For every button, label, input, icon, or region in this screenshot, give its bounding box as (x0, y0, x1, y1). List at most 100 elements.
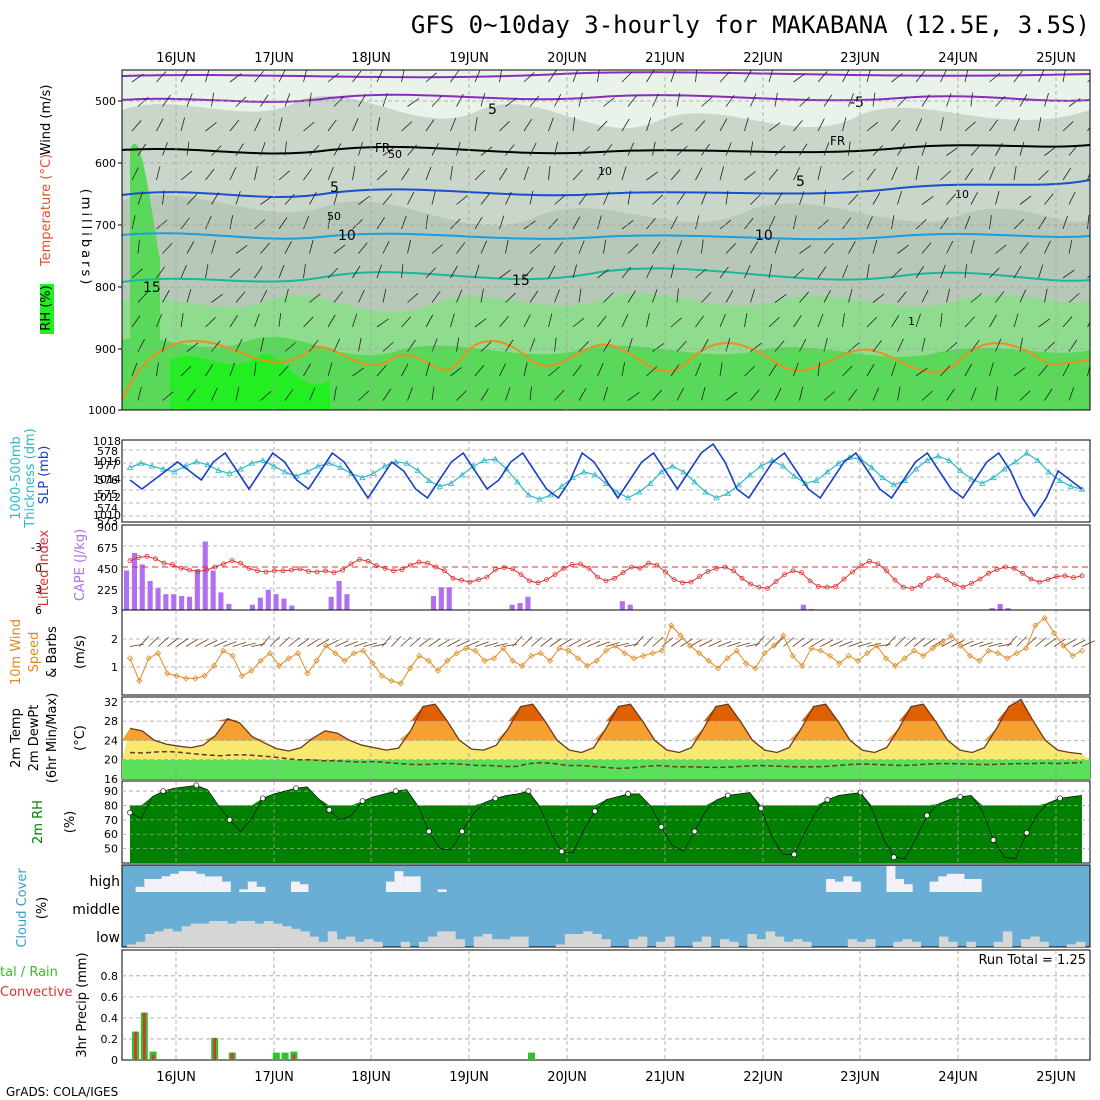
upper-wind-barb (1038, 365, 1048, 377)
wind-marker (313, 657, 320, 664)
upper-wind-barb (505, 387, 511, 401)
lifted-marker (1071, 575, 1076, 581)
thickness-marker (270, 462, 278, 469)
upper-wind-barb (597, 269, 609, 279)
wind-barb (1016, 636, 1027, 647)
upper-wind-barb (768, 70, 774, 83)
upper-wind-barb (529, 142, 537, 156)
upper-wind-barb (964, 168, 974, 181)
wind-barb (447, 639, 460, 647)
lifted-marker (595, 574, 600, 580)
upper-wind-barb (915, 219, 927, 230)
wind-barb (979, 642, 993, 647)
upper-wind-barb (480, 288, 484, 303)
wind-marker (154, 650, 162, 657)
upper-wind-barb (499, 363, 506, 377)
rh-fill-green-left (130, 143, 160, 410)
lifted-marker (263, 569, 269, 575)
upper-ylabel-millibars: (millibars) (78, 189, 93, 288)
precip-convective-bar (231, 1052, 234, 1060)
wind-marker (500, 645, 507, 652)
cloud-low-bar (574, 934, 584, 947)
cape-bar (265, 589, 271, 610)
upper-wind-barb (162, 242, 173, 254)
cloud-ylabel-unit: (%) (35, 897, 50, 920)
wind-marker (1050, 630, 1058, 637)
wind-barb (755, 635, 765, 647)
upper-wind-barb (352, 218, 363, 230)
upper-wind-barb (744, 265, 751, 279)
wind-marker (602, 647, 610, 654)
cloud-high-bar (946, 873, 956, 892)
upper-wind-barb (303, 121, 315, 132)
wind-barb (531, 636, 543, 647)
contour-label-minus5-a: 5 (488, 102, 497, 118)
wind-barb (848, 641, 863, 647)
upper-wind-barb (376, 217, 385, 230)
upper-wind-barb (597, 167, 605, 181)
lifted-marker (127, 558, 133, 564)
upper-wind-barb (425, 267, 436, 279)
cloud-low-bar (145, 934, 155, 947)
slp-series (129, 442, 1083, 518)
upper-wind-barb (1038, 264, 1044, 279)
upper-wind-barb (670, 169, 681, 181)
upper-wind-barb (284, 141, 287, 156)
wind-barb (297, 637, 310, 647)
upper-wind-barb (995, 386, 999, 401)
upper-wind-barb (597, 315, 607, 328)
upper-wind-barb (1087, 126, 1090, 132)
wind-marker (1032, 622, 1039, 629)
upper-wind-barb (572, 364, 582, 377)
wind-marker (556, 645, 563, 652)
wind-marker (677, 632, 684, 639)
upper-wind-barb (480, 388, 489, 401)
lifted-marker (518, 572, 524, 577)
wind-marker (388, 677, 395, 684)
cloud-low-bar (154, 931, 164, 947)
upper-wind-barb (382, 288, 387, 303)
rh-marker (758, 805, 764, 812)
wind-marker (565, 647, 572, 654)
dewpoint-series (129, 750, 1083, 770)
lifted-marker (977, 576, 983, 582)
bottom-date-label: 22JUN (743, 1070, 783, 1085)
lifted-marker (314, 569, 320, 575)
upper-wind-barb (156, 118, 164, 132)
wind-barb (801, 638, 814, 647)
upper-wind-barb (817, 266, 827, 279)
bottom-date-label: 21JUN (645, 1070, 685, 1085)
wind-barb (895, 636, 906, 647)
wind-marker (201, 672, 208, 679)
wind-marker (360, 647, 367, 654)
upper-wind-barb (1019, 195, 1032, 205)
upper-wind-barb (260, 289, 268, 303)
upper-wind-barb (401, 316, 412, 328)
upper-wind-barb (695, 315, 705, 328)
rh-marker (990, 837, 997, 843)
upper-wind-barb (180, 264, 187, 279)
lifted-marker (552, 572, 558, 577)
upper-wind-barb (401, 70, 405, 83)
upper-ytick: 700 (95, 219, 116, 232)
upper-wind-barb (793, 268, 805, 279)
cloud-low-bar (1030, 936, 1040, 947)
upper-wind-barb (1094, 387, 1096, 401)
wind-marker (761, 650, 768, 657)
cloud-low-bar (665, 936, 675, 947)
thickness-marker (503, 465, 510, 472)
lifted-marker (952, 582, 957, 587)
cloud-low-bar (455, 939, 465, 947)
lifted-tick: 0 (35, 562, 42, 575)
cloud-high-bar (843, 876, 853, 892)
cloud-low-bar (783, 941, 794, 947)
upper-wind-barb (719, 118, 728, 132)
upper-wind-barb (554, 389, 565, 401)
upper-wind-barb (278, 264, 285, 279)
thickness-marker (160, 465, 167, 472)
upper-wind-barb (156, 313, 163, 328)
upper-wind-barb (303, 70, 307, 83)
thickness-marker (1001, 465, 1008, 472)
upper-wind-barb (676, 92, 681, 107)
temp-band-mid (122, 699, 1090, 741)
